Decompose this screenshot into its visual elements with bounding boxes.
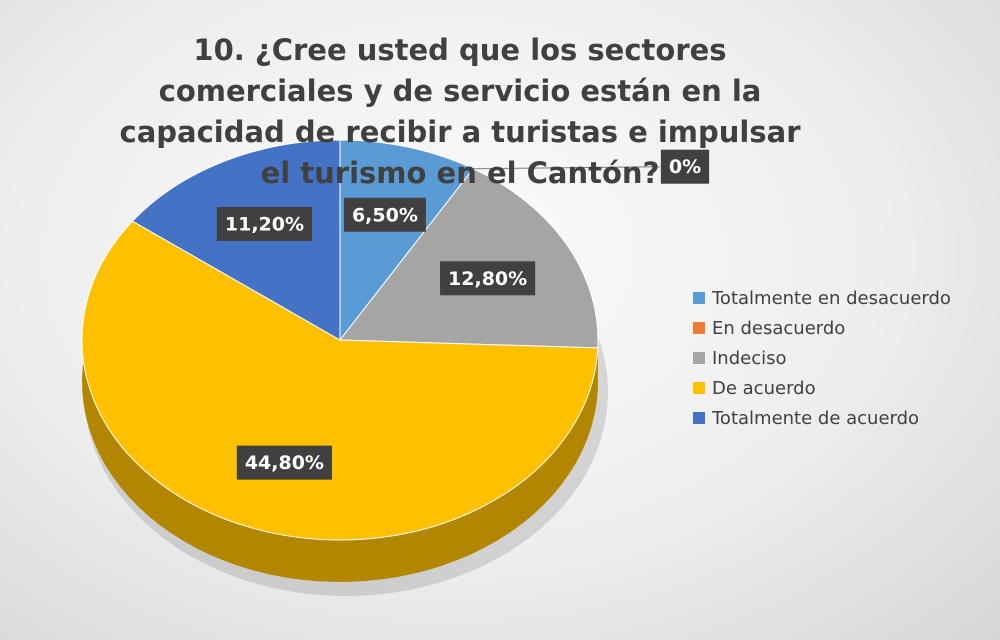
slice: [81, 220, 599, 541]
data-label-box: [236, 445, 332, 480]
slice: [339, 139, 474, 342]
data-label: 12,80%: [440, 261, 536, 296]
legend-label: Totalmente en desacuerdo: [711, 288, 951, 309]
chart-title: 10. ¿Cree usted que los sectores comerci…: [119, 33, 801, 190]
data-label-text: 11,20%: [225, 213, 304, 235]
data-label-text: 6,50%: [352, 204, 418, 226]
data-label-text: 12,80%: [448, 268, 527, 290]
legend-swatch: [693, 382, 705, 394]
data-label: 6,50%: [343, 197, 426, 232]
data-label-box: [440, 261, 536, 296]
legend-label: Indeciso: [712, 348, 787, 369]
data-label-text: 0%: [669, 156, 701, 178]
data-label: 44,80%: [236, 445, 332, 480]
legend-swatch: [693, 322, 705, 334]
data-label-box: [343, 197, 426, 232]
data-label: 0%: [660, 149, 710, 184]
data-label-box: [660, 149, 710, 184]
data-label: 11,20%: [216, 206, 313, 241]
legend-label: De acuerdo: [712, 378, 816, 399]
leader-line: [473, 166, 661, 170]
legend-label: En desacuerdo: [712, 318, 845, 339]
data-label-box: [216, 206, 313, 241]
data-label-text: 44,80%: [245, 452, 324, 474]
legend-swatch: [693, 412, 705, 424]
legend-swatch: [693, 352, 705, 364]
legend-label: Totalmente de acuerdo: [711, 408, 919, 429]
legend-swatch: [693, 292, 705, 304]
slice: [339, 168, 599, 349]
